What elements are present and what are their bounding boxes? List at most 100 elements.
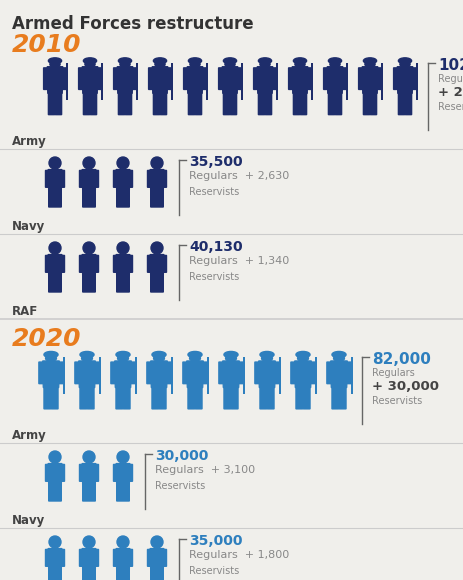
Bar [171, 63, 173, 100]
Ellipse shape [45, 356, 56, 361]
FancyBboxPatch shape [162, 255, 167, 273]
FancyBboxPatch shape [89, 92, 97, 115]
FancyBboxPatch shape [128, 549, 133, 567]
FancyBboxPatch shape [222, 92, 230, 115]
Text: Reservists: Reservists [188, 187, 239, 197]
FancyBboxPatch shape [148, 67, 153, 90]
Polygon shape [116, 463, 130, 484]
FancyBboxPatch shape [150, 568, 157, 580]
FancyBboxPatch shape [264, 92, 272, 115]
Polygon shape [150, 549, 163, 570]
FancyBboxPatch shape [362, 92, 369, 115]
Ellipse shape [119, 61, 130, 67]
FancyBboxPatch shape [150, 190, 157, 208]
Polygon shape [48, 169, 62, 190]
FancyBboxPatch shape [146, 361, 152, 385]
FancyBboxPatch shape [331, 386, 338, 409]
FancyBboxPatch shape [113, 255, 118, 273]
Polygon shape [116, 549, 130, 570]
FancyBboxPatch shape [156, 190, 163, 208]
FancyBboxPatch shape [150, 274, 157, 293]
Polygon shape [222, 361, 239, 387]
FancyBboxPatch shape [82, 274, 89, 293]
Text: + 30,000: + 30,000 [371, 380, 438, 393]
FancyBboxPatch shape [55, 92, 62, 115]
FancyBboxPatch shape [201, 361, 207, 385]
Ellipse shape [155, 61, 165, 67]
Ellipse shape [293, 58, 306, 64]
FancyBboxPatch shape [55, 484, 62, 502]
Ellipse shape [259, 61, 269, 67]
Polygon shape [326, 67, 342, 93]
FancyBboxPatch shape [94, 170, 99, 188]
FancyBboxPatch shape [327, 92, 335, 115]
FancyBboxPatch shape [392, 67, 398, 90]
Ellipse shape [294, 61, 305, 67]
Text: Armed Forces restructure: Armed Forces restructure [12, 15, 253, 33]
Circle shape [83, 536, 95, 548]
FancyBboxPatch shape [116, 190, 123, 208]
Circle shape [117, 451, 129, 463]
FancyBboxPatch shape [194, 386, 202, 409]
FancyBboxPatch shape [96, 67, 102, 90]
Polygon shape [43, 361, 59, 387]
FancyBboxPatch shape [230, 386, 238, 409]
Ellipse shape [118, 58, 131, 64]
FancyBboxPatch shape [254, 361, 259, 385]
FancyBboxPatch shape [45, 464, 50, 482]
FancyBboxPatch shape [322, 67, 328, 90]
Circle shape [49, 536, 61, 548]
FancyBboxPatch shape [334, 92, 342, 115]
FancyBboxPatch shape [82, 92, 90, 115]
Polygon shape [48, 255, 62, 276]
Text: Reservists: Reservists [371, 396, 421, 406]
FancyBboxPatch shape [187, 386, 195, 409]
Polygon shape [187, 67, 202, 93]
Text: Reservists: Reservists [188, 272, 239, 282]
FancyBboxPatch shape [287, 67, 293, 90]
FancyBboxPatch shape [166, 361, 171, 385]
FancyBboxPatch shape [302, 386, 310, 409]
Ellipse shape [297, 356, 308, 361]
Circle shape [49, 157, 61, 169]
FancyBboxPatch shape [223, 386, 231, 409]
FancyBboxPatch shape [151, 386, 159, 409]
Text: 30,000: 30,000 [155, 449, 208, 463]
Circle shape [150, 536, 163, 548]
FancyBboxPatch shape [43, 67, 49, 90]
FancyBboxPatch shape [110, 361, 116, 385]
Polygon shape [82, 255, 96, 276]
Text: Regulars: Regulars [437, 74, 463, 84]
Ellipse shape [116, 351, 130, 358]
FancyBboxPatch shape [87, 386, 94, 409]
FancyBboxPatch shape [48, 484, 55, 502]
Polygon shape [117, 67, 132, 93]
Text: Reservists: Reservists [155, 481, 205, 491]
FancyBboxPatch shape [60, 464, 65, 482]
FancyBboxPatch shape [236, 67, 242, 90]
FancyBboxPatch shape [152, 92, 160, 115]
Ellipse shape [44, 351, 58, 358]
Polygon shape [82, 169, 96, 190]
Ellipse shape [261, 356, 272, 361]
Ellipse shape [258, 58, 271, 64]
FancyBboxPatch shape [82, 484, 89, 502]
FancyBboxPatch shape [146, 170, 152, 188]
FancyBboxPatch shape [88, 274, 96, 293]
FancyBboxPatch shape [94, 255, 99, 273]
Ellipse shape [223, 58, 236, 64]
Bar [63, 357, 65, 394]
FancyBboxPatch shape [79, 386, 87, 409]
Ellipse shape [188, 351, 201, 358]
Polygon shape [48, 549, 62, 570]
Ellipse shape [83, 58, 96, 64]
Text: Regulars  + 3,100: Regulars + 3,100 [155, 465, 255, 475]
FancyBboxPatch shape [94, 361, 100, 385]
Polygon shape [82, 549, 96, 570]
FancyBboxPatch shape [411, 67, 416, 90]
Text: 82,000: 82,000 [371, 352, 430, 367]
FancyBboxPatch shape [113, 549, 118, 567]
FancyBboxPatch shape [156, 568, 163, 580]
Text: Army: Army [12, 135, 47, 148]
FancyBboxPatch shape [182, 67, 188, 90]
